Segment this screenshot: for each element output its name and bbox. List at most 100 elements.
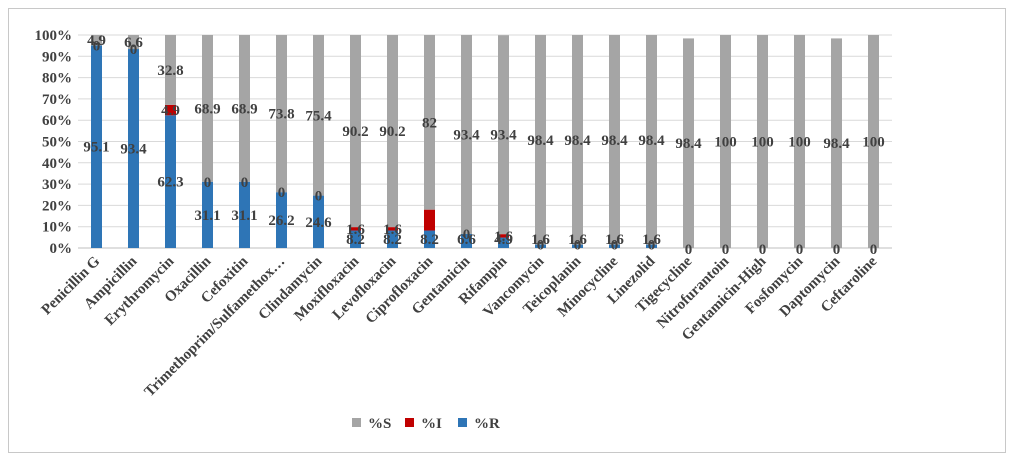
data-label-s: 90.2 <box>342 124 368 140</box>
bar-s <box>91 35 102 46</box>
data-label-i: 1.6 <box>383 222 402 238</box>
data-label-i: 0 <box>574 238 582 254</box>
data-label-r: 1.6 <box>531 232 550 248</box>
y-tick-label: 40% <box>42 156 72 172</box>
data-label-i: 1.6 <box>346 222 365 238</box>
bar-s <box>239 35 250 182</box>
bar-r <box>313 195 324 248</box>
bar-r <box>239 181 250 248</box>
y-tick-label: 0% <box>50 241 73 257</box>
data-label-i: 0 <box>204 175 212 191</box>
data-label-r: 8.2 <box>383 232 402 248</box>
data-label-i: 0 <box>648 238 656 254</box>
data-label-r: 31.1 <box>231 208 257 224</box>
data-label-s: 75.4 <box>305 108 332 124</box>
data-label-r: 0 <box>870 242 878 258</box>
data-label-s: 90.2 <box>379 124 405 140</box>
legend-label-i: %I <box>421 416 442 432</box>
y-tick-label: 30% <box>42 177 72 193</box>
data-label-i: 4.9 <box>161 103 180 119</box>
data-label-s: 98.4 <box>564 133 591 149</box>
legend-swatch-i <box>405 418 414 427</box>
bar-s <box>424 35 435 210</box>
bar-r <box>202 181 213 248</box>
y-tick-label: 100% <box>35 28 73 44</box>
y-tick-label: 90% <box>42 49 72 65</box>
bar-s <box>498 35 509 235</box>
data-label-i: 0 <box>611 238 619 254</box>
data-label-r: 0 <box>833 242 841 258</box>
data-label-s: 98.4 <box>601 133 628 149</box>
bar-r <box>498 237 509 248</box>
bar-i <box>350 227 361 231</box>
data-label-s: 4.9 <box>87 33 106 49</box>
bar-s <box>276 35 287 193</box>
data-label-r: 26.2 <box>268 213 294 229</box>
data-label-r: 31.1 <box>194 208 220 224</box>
bar-s <box>202 35 213 182</box>
bar-r <box>276 192 287 248</box>
legend-label-r: %R <box>474 416 500 432</box>
data-label-r: 1.6 <box>642 232 661 248</box>
data-label-s: 98.4 <box>527 133 554 149</box>
bar-r <box>424 230 435 248</box>
bar-r <box>128 49 139 248</box>
bar-s <box>720 35 731 248</box>
data-label-r: 6.6 <box>457 232 476 248</box>
data-label-i: 0 <box>241 175 249 191</box>
bar-i <box>387 227 398 231</box>
data-label-i: 0 <box>537 238 545 254</box>
y-tick-label: 10% <box>42 220 72 236</box>
data-label-i: 0 <box>315 189 323 205</box>
bar-r <box>461 233 472 248</box>
y-tick-label: 60% <box>42 113 72 129</box>
data-label-i: 1.6 <box>494 229 513 245</box>
bar-i <box>424 209 435 231</box>
data-label-r: 62.3 <box>157 175 183 191</box>
data-label-r: 95.1 <box>83 140 109 156</box>
data-label-s: 93.4 <box>453 127 480 143</box>
data-label-i: 0 <box>463 227 471 243</box>
bar-s <box>794 35 805 248</box>
y-tick-label: 20% <box>42 198 72 214</box>
bar-s <box>165 35 176 105</box>
data-label-r: 93.4 <box>120 142 147 158</box>
bar-r <box>535 244 546 248</box>
data-label-s: 100 <box>862 135 885 151</box>
bar-r <box>609 244 620 248</box>
data-label-r: 24.6 <box>305 215 332 231</box>
data-label-r: 0 <box>759 242 767 258</box>
legend-swatch-r <box>458 418 467 427</box>
bar-s <box>461 35 472 234</box>
data-label-i: 0 <box>93 38 101 54</box>
data-label-r: 4.9 <box>494 232 513 248</box>
data-label-s: 100 <box>788 135 811 151</box>
bar-s <box>757 35 768 248</box>
data-label-s: 98.4 <box>638 133 665 149</box>
y-tick-label: 50% <box>42 135 72 151</box>
data-label-s: 6.6 <box>124 35 143 51</box>
data-label-r: 1.6 <box>568 232 587 248</box>
bar-s <box>350 35 361 228</box>
bar-s <box>535 35 546 245</box>
data-label-s: 68.9 <box>194 101 220 117</box>
bar-s <box>831 38 842 248</box>
y-tick-label: 70% <box>42 92 72 108</box>
data-label-s: 82 <box>422 115 437 131</box>
bar-i <box>165 104 176 116</box>
data-label-r: 0 <box>685 242 693 258</box>
bar-s <box>572 35 583 245</box>
data-label-s: 100 <box>714 135 737 151</box>
bar-s <box>128 35 139 50</box>
data-label-r: 0 <box>796 242 804 258</box>
data-label-s: 68.9 <box>231 101 257 117</box>
data-label-s: 98.4 <box>823 136 850 152</box>
data-label-r: 0 <box>722 242 730 258</box>
bar-s <box>313 35 324 196</box>
data-label-s: 32.8 <box>157 63 183 79</box>
data-label-s: 73.8 <box>268 107 294 123</box>
legend-label-s: %S <box>368 416 391 432</box>
bar-s <box>646 35 657 245</box>
data-label-r: 8.2 <box>346 232 365 248</box>
